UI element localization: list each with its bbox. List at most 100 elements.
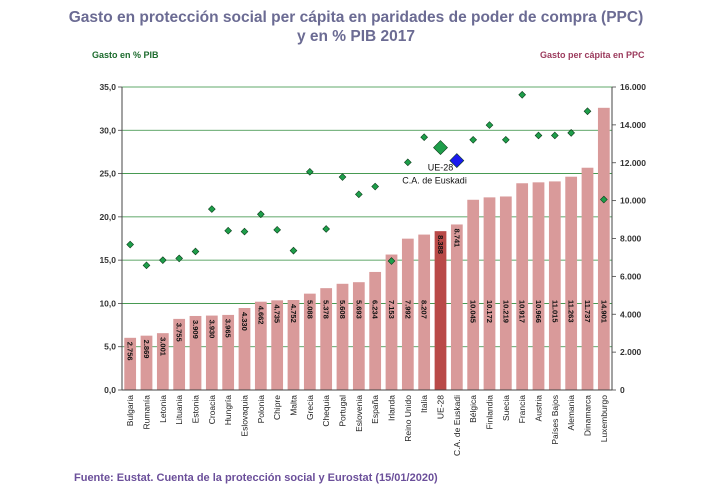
left-tick-label: 35,0 — [99, 82, 116, 92]
category-label: Luxemburgo — [599, 395, 609, 443]
bar-value-label: 8.741 — [452, 228, 461, 247]
chart-title-line1: Gasto en protección social per cápita en… — [68, 9, 644, 26]
category-label: UE-28 — [436, 395, 446, 419]
category-label: Hungría — [223, 395, 233, 426]
bar — [222, 314, 235, 390]
bar — [401, 238, 414, 390]
bar — [565, 176, 578, 390]
bar-value-label: 5.693 — [354, 300, 363, 319]
bar-value-label: 11.015 — [550, 300, 559, 323]
bar-value-label: 7.992 — [403, 300, 412, 319]
gasto-pib-marker — [257, 210, 265, 219]
gasto-pib-marker — [518, 90, 526, 99]
gasto-pib-marker — [600, 195, 608, 204]
category-label: Países Bajos — [550, 395, 560, 445]
category-label: Rumanía — [142, 395, 152, 430]
gasto-pib-marker — [159, 256, 167, 264]
category-label: Estonia — [191, 395, 201, 424]
category-label: C.A. de Euskadi — [452, 395, 462, 456]
bar-value-label: 5.378 — [322, 300, 331, 319]
category-label: Chipre — [272, 395, 282, 420]
left-tick-label: 30,0 — [99, 125, 116, 135]
gasto-pib-marker — [175, 254, 183, 263]
bar-value-label: 14.901 — [599, 300, 608, 323]
right-tick-label: 8.000 — [620, 234, 642, 244]
category-label: Suecia — [501, 395, 511, 421]
gasto-pib-marker — [404, 158, 412, 167]
bar-value-label: 8.207 — [420, 300, 429, 319]
gasto-pib-marker — [191, 247, 200, 256]
bar — [499, 196, 512, 390]
category-label: Bulgaria — [125, 395, 135, 426]
right-tick-label: 0 — [620, 385, 625, 395]
gasto-pib-marker — [240, 227, 249, 236]
gasto-pib-marker — [485, 121, 494, 129]
bar-value-label: 4.735 — [273, 304, 282, 323]
bar — [597, 107, 610, 390]
gasto-pib-marker — [534, 131, 543, 140]
bar-value-label: 3.909 — [191, 320, 200, 339]
bar — [483, 197, 496, 390]
bar — [434, 231, 447, 390]
bar-value-label: 4.752 — [289, 304, 298, 323]
bar-value-label: 4.330 — [240, 312, 249, 331]
category-label: Austria — [534, 395, 544, 422]
category-label: Malta — [289, 395, 299, 416]
bar — [352, 282, 365, 390]
category-label: Irlanda — [387, 395, 397, 421]
bar — [336, 283, 349, 390]
gasto-pib-marker — [338, 173, 347, 181]
bar-value-label: 2.869 — [142, 340, 151, 359]
right-tick-label: 16.000 — [620, 82, 646, 92]
gasto-pib-marker — [449, 153, 465, 169]
gasto-pib-marker — [208, 205, 216, 213]
category-label: Italia — [419, 395, 429, 413]
gasto-pib-marker — [469, 135, 477, 144]
left-tick-label: 5,0 — [104, 342, 116, 352]
bar-value-label: 3.965 — [224, 319, 233, 338]
category-label: Portugal — [338, 395, 348, 427]
category-label: Lituania — [174, 395, 184, 425]
marker-annotation: C.A. de Euskadi — [402, 176, 467, 186]
bar — [516, 183, 529, 390]
bar — [385, 254, 398, 390]
bar-value-label: 8.388 — [436, 235, 445, 254]
category-label: España — [370, 395, 380, 424]
category-label: Polonia — [256, 395, 266, 424]
bar — [140, 335, 153, 390]
left-tick-label: 10,0 — [99, 298, 116, 308]
bar — [173, 318, 186, 390]
gasto-pib-marker — [433, 140, 448, 156]
bar-value-label: 5.088 — [305, 300, 314, 319]
gasto-pib-marker — [387, 257, 396, 265]
gasto-pib-marker — [583, 107, 592, 116]
right-tick-label: 6.000 — [620, 271, 642, 281]
bar — [205, 315, 218, 390]
gasto-pib-marker — [273, 226, 281, 234]
bar-value-label: 3.001 — [158, 337, 167, 356]
bar — [369, 271, 382, 390]
right-tick-label: 14.000 — [620, 120, 646, 130]
category-label: Eslovaquia — [240, 395, 250, 437]
gasto-pib-marker — [420, 133, 428, 142]
bar-value-label: 5.608 — [338, 300, 347, 319]
left-tick-label: 15,0 — [99, 255, 116, 265]
bar-value-label: 10.966 — [534, 300, 543, 323]
bar-value-label: 2.756 — [126, 342, 135, 361]
gasto-pib-marker — [355, 190, 363, 199]
bar — [548, 181, 561, 390]
gasto-pib-marker — [502, 135, 510, 144]
chart-title: Gasto en protección social per cápita en… — [0, 8, 712, 46]
bar-value-label: 7.153 — [387, 300, 396, 319]
bar — [581, 167, 594, 390]
category-label: Chequia — [321, 395, 331, 427]
bar-value-label: 6.234 — [371, 300, 380, 320]
bar-value-label: 10.219 — [501, 300, 510, 323]
bar-value-label: 10.172 — [485, 300, 494, 323]
gasto-pib-marker — [551, 131, 559, 140]
bar — [271, 300, 284, 390]
category-label: Eslovenia — [354, 395, 364, 432]
bar-value-label: 11.263 — [567, 300, 576, 323]
left-tick-label: 0,0 — [104, 385, 116, 395]
bar — [418, 234, 431, 390]
